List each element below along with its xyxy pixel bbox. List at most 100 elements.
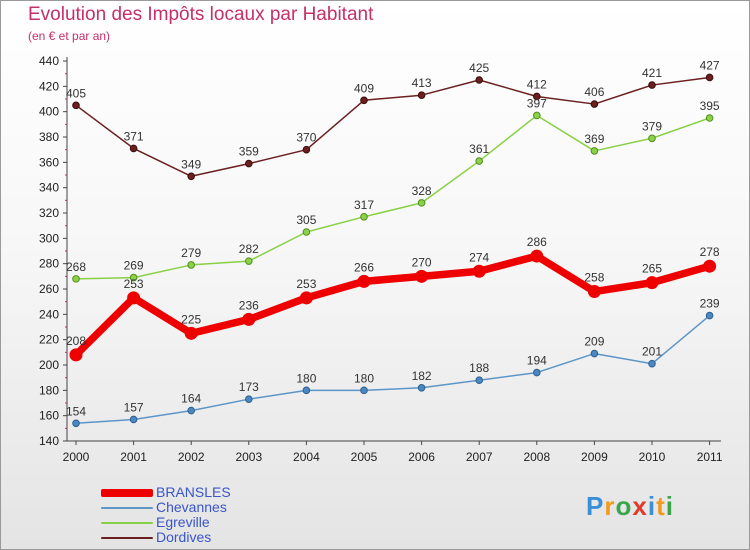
data-point-egreville	[129, 273, 138, 282]
proxiti-logo: Proxiti	[586, 491, 674, 522]
chart-subtitle: (en € et par an)	[28, 29, 111, 43]
x-tick-label: 2008	[523, 450, 550, 464]
y-tick-label: 160	[39, 409, 59, 423]
data-label-chevannes: 180	[354, 371, 374, 385]
data-label-dordives: 371	[124, 129, 144, 143]
data-label-dordives: 412	[527, 77, 547, 91]
data-point-bransles	[645, 276, 659, 290]
logo-letter: x	[632, 491, 648, 521]
x-tick-label: 2009	[581, 450, 608, 464]
logo-letter: o	[615, 491, 633, 521]
data-label-egreville: 397	[527, 96, 547, 110]
series-line-bransles	[72, 252, 714, 359]
y-tick-label: 340	[39, 181, 59, 195]
y-tick-label: 240	[39, 307, 59, 321]
legend-label: Egreville	[156, 514, 210, 530]
data-point-chevannes	[648, 359, 656, 368]
data-label-bransles: 270	[412, 255, 432, 269]
data-label-chevannes: 194	[527, 354, 547, 368]
data-label-bransles: 253	[296, 277, 316, 291]
data-point-chevannes	[590, 349, 599, 358]
y-tick-label: 420	[39, 79, 59, 93]
y-tick-label: 400	[39, 105, 59, 119]
data-point-dordives	[475, 76, 484, 84]
data-point-dordives	[648, 81, 656, 89]
x-tick-label: 2003	[235, 450, 262, 464]
data-point-egreville	[590, 147, 599, 155]
data-point-dordives	[187, 172, 195, 181]
logo-letter: i	[665, 491, 674, 521]
x-tick-label: 2011	[697, 450, 723, 464]
y-tick-label: 180	[39, 383, 59, 397]
legend-swatch	[101, 507, 153, 509]
data-label-chevannes: 201	[642, 345, 662, 359]
data-label-egreville: 379	[642, 119, 662, 133]
legend-swatch	[101, 489, 153, 497]
series-line-chevannes	[75, 314, 711, 425]
data-label-dordives: 427	[700, 58, 720, 72]
data-point-chevannes	[705, 311, 714, 320]
data-point-bransles	[69, 348, 83, 362]
logo-letter: i	[647, 491, 657, 521]
data-label-bransles: 253	[124, 277, 144, 291]
data-label-dordives: 370	[296, 131, 316, 145]
x-tick-label: 2001	[120, 450, 147, 464]
data-label-egreville: 269	[124, 259, 144, 273]
data-label-bransles: 265	[642, 262, 662, 276]
data-point-dordives	[72, 101, 80, 110]
data-label-dordives: 359	[239, 145, 259, 159]
y-tick-label: 300	[39, 231, 59, 245]
legend-label: BRANSLES	[156, 484, 231, 500]
data-point-bransles	[357, 274, 371, 288]
data-label-egreville: 328	[412, 184, 432, 198]
data-label-dordives: 349	[181, 157, 201, 171]
logo-letter: r	[604, 491, 616, 521]
data-label-chevannes: 180	[296, 371, 316, 385]
y-tick-label: 260	[39, 282, 59, 296]
data-label-chevannes: 164	[181, 392, 201, 406]
data-label-chevannes: 188	[469, 361, 489, 375]
y-tick-label: 140	[39, 434, 59, 448]
data-point-dordives	[302, 145, 311, 154]
data-label-bransles: 274	[469, 250, 489, 264]
data-label-egreville: 279	[181, 246, 201, 260]
data-point-egreville	[705, 114, 714, 122]
data-point-dordives	[129, 144, 138, 153]
data-label-bransles: 225	[181, 312, 201, 326]
data-point-dordives	[417, 91, 426, 99]
y-tick-label: 380	[39, 130, 59, 144]
data-point-bransles	[127, 291, 141, 305]
data-point-chevannes	[72, 419, 80, 428]
data-point-chevannes	[475, 376, 484, 385]
x-tick-label: 2002	[178, 450, 205, 464]
logo-letter: P	[586, 491, 605, 521]
data-point-egreville	[475, 157, 484, 165]
y-tick-label: 200	[39, 358, 59, 372]
legend-swatch	[101, 537, 153, 539]
data-label-chevannes: 173	[239, 380, 259, 394]
data-point-bransles	[703, 259, 717, 273]
series-line-egreville	[75, 114, 711, 280]
x-tick-label: 2004	[293, 450, 320, 464]
data-label-dordives: 405	[66, 86, 86, 100]
y-tick-label: 220	[39, 333, 59, 347]
legend-swatch	[101, 522, 153, 524]
data-point-chevannes	[360, 386, 368, 395]
data-label-bransles: 266	[354, 260, 374, 274]
y-tick-label: 440	[39, 54, 59, 68]
legend-label: Dordives	[156, 529, 212, 545]
y-tick-label: 360	[39, 155, 59, 169]
data-point-egreville	[360, 213, 368, 221]
data-point-bransles	[184, 326, 198, 340]
legend-label: Chevannes	[156, 499, 227, 515]
data-point-egreville	[72, 275, 80, 283]
data-label-dordives: 406	[584, 85, 604, 99]
data-point-egreville	[187, 261, 195, 269]
data-point-dordives	[590, 100, 599, 108]
data-label-chevannes: 154	[66, 404, 86, 418]
data-point-bransles	[415, 269, 429, 283]
data-point-egreville	[245, 257, 253, 265]
chart-title: Evolution des Impôts locaux par Habitant	[28, 4, 374, 25]
